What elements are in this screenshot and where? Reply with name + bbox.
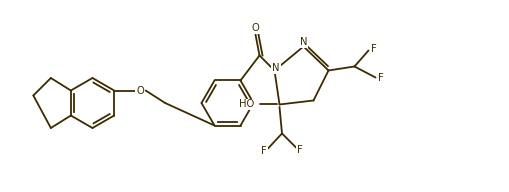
Text: F: F (378, 74, 383, 84)
Text: O: O (136, 85, 144, 95)
Text: N: N (300, 37, 307, 47)
Text: F: F (371, 45, 376, 55)
Text: O: O (251, 23, 260, 33)
Text: N: N (272, 63, 280, 73)
Text: F: F (261, 146, 267, 156)
Text: F: F (297, 146, 303, 156)
Text: HO: HO (239, 99, 254, 109)
